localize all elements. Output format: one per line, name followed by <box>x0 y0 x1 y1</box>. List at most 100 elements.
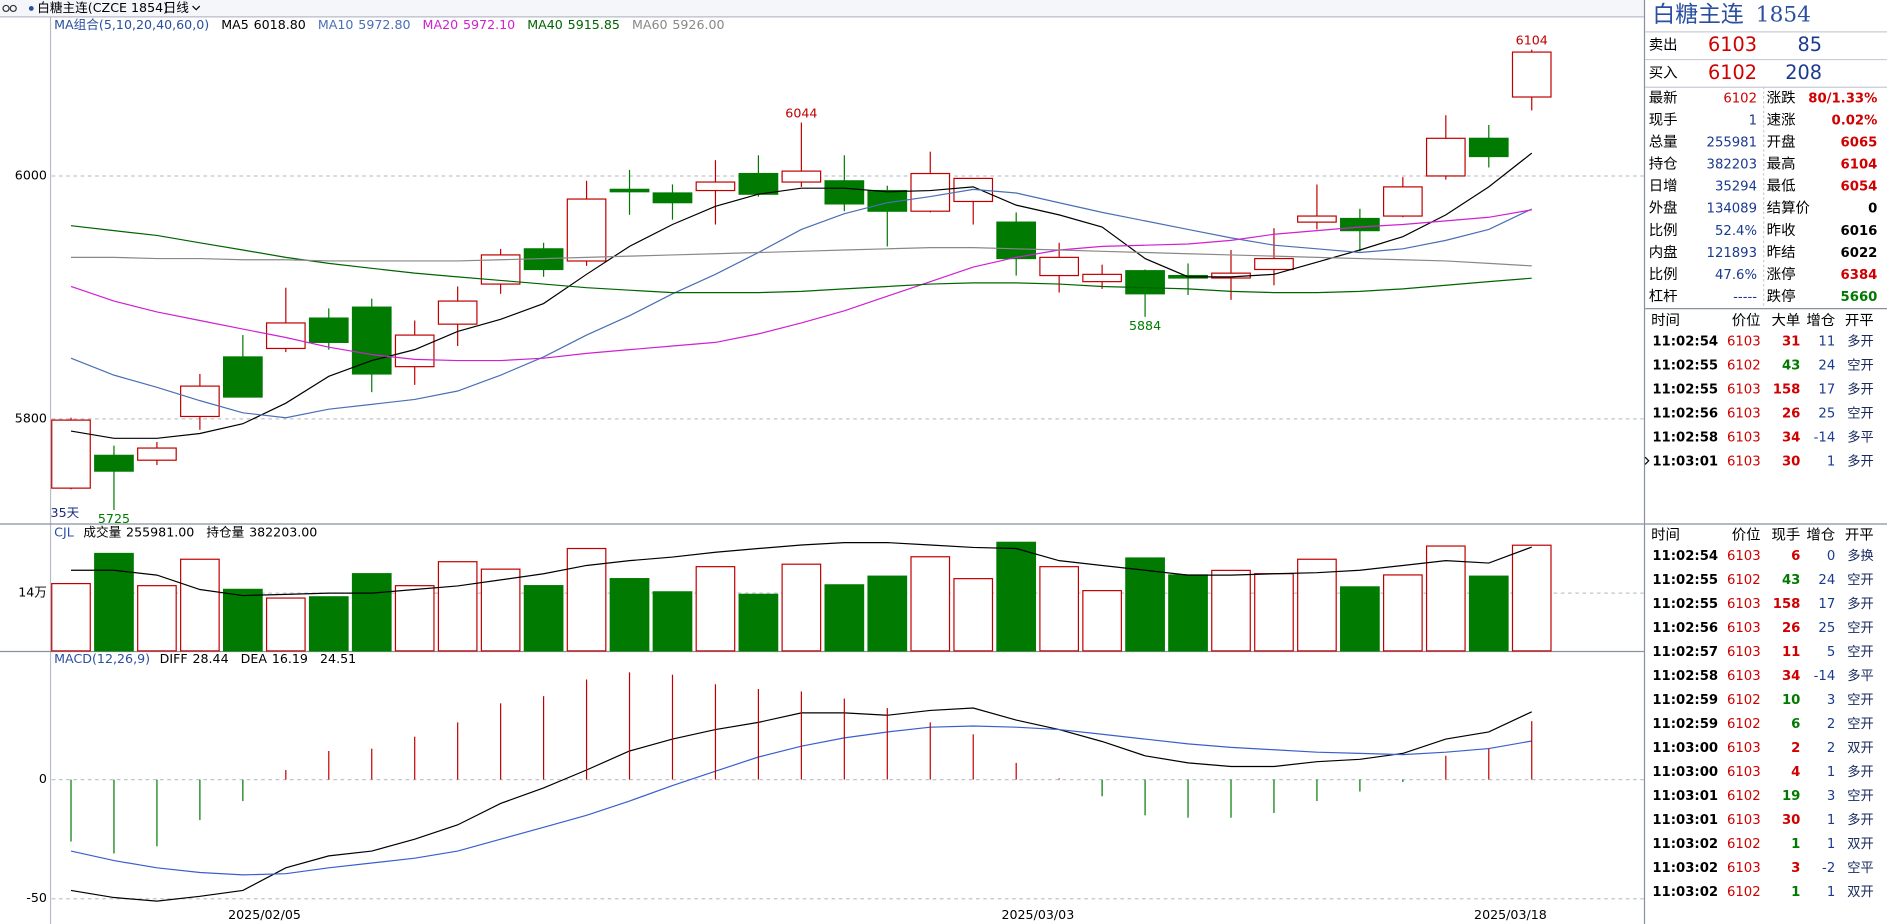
candle-body <box>308 317 349 343</box>
quote-label: 跌停 <box>1767 288 1796 305</box>
table-cell: 34 <box>1782 430 1800 445</box>
table-cell: 6103 <box>1727 621 1761 636</box>
table-cell: 6103 <box>1727 430 1761 445</box>
symbol[interactable]: 白糖主连(CZCE 1854) <box>37 0 168 15</box>
volume-bar <box>953 578 994 652</box>
candle-body <box>1039 256 1080 277</box>
table-cell: 11:02:59 <box>1652 717 1718 732</box>
legend-value: 5972.80 <box>358 17 410 32</box>
volume-bar <box>1468 575 1509 652</box>
volume-bar <box>609 578 650 652</box>
volume-bar <box>480 568 521 652</box>
quote-label: 比例 <box>1649 222 1678 239</box>
volume-bar <box>781 563 822 652</box>
candle-body <box>1468 137 1509 158</box>
period[interactable]: 日线 <box>164 0 190 15</box>
legend-value: 5915.85 <box>568 17 620 32</box>
ma-line <box>70 209 1532 362</box>
table-cell: 1 <box>1827 885 1835 900</box>
table-cell: 11:02:55 <box>1652 597 1718 612</box>
low-label: 5725 <box>98 511 130 526</box>
volume-bar <box>137 585 177 652</box>
table-header: 价位 <box>1732 526 1761 543</box>
candle-body <box>1254 257 1294 271</box>
legend-value: 24.51 <box>320 651 356 666</box>
candle-body <box>94 454 134 472</box>
table-cell: 6 <box>1791 549 1800 564</box>
table-cell: 11:02:58 <box>1652 669 1718 684</box>
table-cell: 6103 <box>1727 813 1761 828</box>
candle-body <box>265 322 306 350</box>
quote-value: 382203 <box>1707 158 1757 173</box>
table-cell: 空开 <box>1847 716 1873 732</box>
table-cell: 多开 <box>1847 381 1873 398</box>
table-cell: 11 <box>1782 645 1800 660</box>
table-cell: 6102 <box>1727 717 1761 732</box>
candle-body <box>1425 137 1466 177</box>
quote-value: 6016 <box>1841 224 1878 239</box>
table-cell: 1 <box>1827 837 1835 852</box>
candle-body <box>394 334 435 368</box>
volume-bar <box>394 585 435 652</box>
table-cell: -2 <box>1822 861 1835 876</box>
quote-label: 昨结 <box>1767 244 1796 261</box>
table-cell: 6102 <box>1727 837 1761 852</box>
row-marker <box>1644 456 1650 465</box>
table-cell: 11:02:59 <box>1652 693 1718 708</box>
candle-body <box>609 188 650 193</box>
ma-line <box>70 152 1533 439</box>
legend-name: 持仓量 <box>206 524 244 539</box>
table-header: 时间 <box>1651 526 1680 543</box>
table-cell: 6103 <box>1727 645 1761 660</box>
candle-body <box>1125 270 1165 295</box>
table-cell: 43 <box>1782 359 1800 374</box>
table-cell: 空开 <box>1847 406 1873 422</box>
table-cell: 11 <box>1818 335 1835 350</box>
table-cell: 空开 <box>1847 572 1873 588</box>
table-cell: 2 <box>1827 741 1835 756</box>
table-cell: 6103 <box>1727 861 1761 876</box>
table-cell: 11:02:57 <box>1652 645 1718 660</box>
depth-label: 卖出 <box>1649 37 1678 54</box>
table-cell: 31 <box>1782 335 1800 350</box>
depth-volume: 208 <box>1785 61 1822 84</box>
table-header: 增仓 <box>1806 526 1835 543</box>
volume-bar <box>1211 569 1251 652</box>
candle-body <box>180 385 220 418</box>
volume-bar <box>437 561 478 652</box>
table-cell: 3 <box>1827 789 1835 804</box>
low-label: 5884 <box>1129 318 1161 333</box>
table-cell: 1 <box>1827 765 1835 780</box>
quote-label: 开盘 <box>1767 133 1796 151</box>
table-cell: -14 <box>1814 430 1836 445</box>
quote-label: 杠杆 <box>1649 288 1678 305</box>
candle-body <box>695 181 736 192</box>
table-cell: 空开 <box>1847 644 1873 660</box>
table-cell: 43 <box>1782 573 1800 588</box>
legend-name: MA60 <box>632 17 668 32</box>
table-cell: 6103 <box>1727 335 1761 350</box>
candle-body <box>1511 51 1552 98</box>
legend-name: MA40 <box>527 17 563 32</box>
table-cell: 3 <box>1827 693 1835 708</box>
table-cell: 空开 <box>1847 788 1873 804</box>
candle-body <box>51 419 91 489</box>
table-cell: 空开 <box>1847 358 1873 374</box>
table-cell: 空开 <box>1847 620 1873 636</box>
quote-label: 总量 <box>1649 134 1678 151</box>
table-cell: 6103 <box>1727 765 1761 780</box>
table-cell: 多换 <box>1847 547 1873 564</box>
quote-label: 昨收 <box>1767 222 1796 239</box>
volume-bar <box>1254 573 1294 652</box>
table-cell: 6103 <box>1727 741 1761 756</box>
ma-line <box>70 188 1533 419</box>
table-cell: 6102 <box>1727 789 1761 804</box>
table-cell: 11:03:00 <box>1652 765 1718 780</box>
table-header: 增仓 <box>1806 312 1835 329</box>
table-header: 价位 <box>1732 312 1761 329</box>
table-header: 时间 <box>1651 312 1680 329</box>
legend-value: 255981.00 <box>126 524 194 539</box>
candle-body <box>1382 186 1423 217</box>
candle-body <box>351 306 392 375</box>
